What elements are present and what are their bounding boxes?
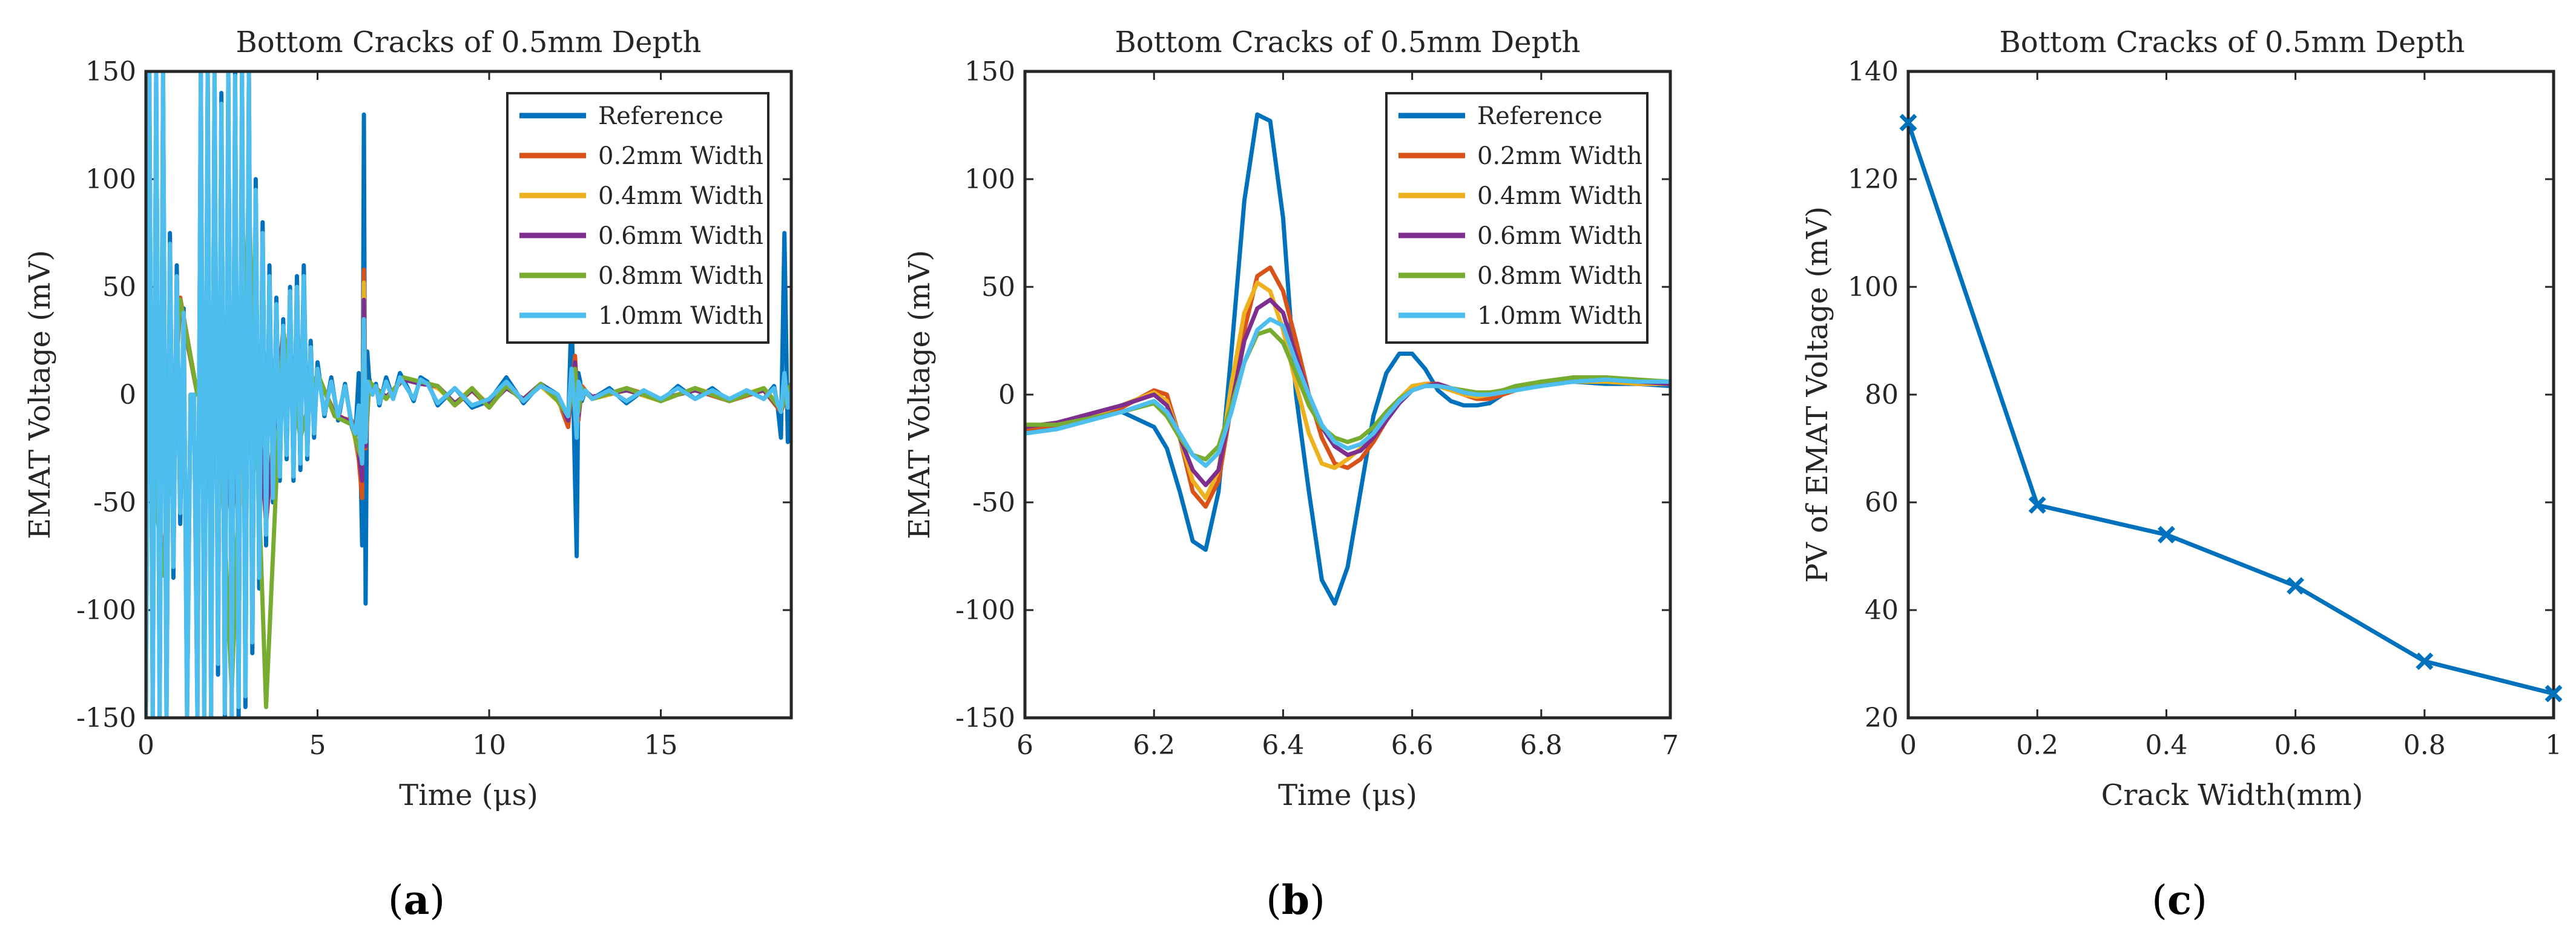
y-tick-label: 80 [1865,379,1899,410]
x-tick-label: 0.6 [2275,730,2317,761]
legend-label: 0.2mm Width [1477,142,1642,170]
y-tick-label: 100 [85,164,136,195]
legend-label: 1.0mm Width [598,302,763,330]
x-tick-label: 6.6 [1391,730,1434,761]
legend-label: 0.8mm Width [1477,262,1642,290]
tick-group: 0 5 10 15 -150 -100 -50 0 50 100 150 [76,56,791,761]
y-tick-label: 150 [964,56,1015,87]
data-point-marker [2028,496,2046,514]
chart-panel-a: Bottom Cracks of 0.5mm Depth Time (μs) E… [23,25,793,924]
y-tick-label: 50 [981,272,1015,303]
y-tick-label: 40 [1865,595,1899,626]
legend-label: 0.6mm Width [598,222,763,250]
legend-label: 0.2mm Width [598,142,763,170]
panel-label: (b) [1266,876,1325,924]
y-tick-label: 100 [1848,272,1899,303]
series-line [1908,120,2554,696]
x-tick-label: 0 [137,730,154,761]
chart-title: Bottom Cracks of 0.5mm Depth [2000,25,2465,59]
legend-label: Reference [598,102,723,130]
y-tick-label: 0 [998,379,1015,410]
x-tick-label: 6.2 [1133,730,1175,761]
y-tick-label: 60 [1865,487,1899,518]
legend-label: 1.0mm Width [1477,302,1642,330]
data-point-marker [2416,652,2434,671]
x-tick-label: 0.4 [2145,730,2187,761]
legend: Reference 0.2mm Width 0.4mm Width 0.6mm Wid… [1385,92,1649,344]
axes-box [1906,70,2555,720]
y-tick-label: 20 [1865,703,1899,734]
x-axis-label: Time (μs) [399,778,538,812]
data-point-marker [2287,577,2305,595]
legend-box [1385,92,1649,344]
y-tick-label: -100 [76,595,136,626]
chart-panel-b: Bottom Cracks of 0.5mm Depth Time (μs) E… [903,25,1679,924]
legend: Reference 0.2mm Width 0.4mm Width 0.6mm Wid… [506,92,769,344]
y-axis-label: EMAT Voltage (mV) [23,250,57,539]
x-tick-label: 0.2 [2016,730,2058,761]
x-tick-label: 7 [1662,730,1679,761]
panel-label: (c) [2152,876,2207,924]
y-tick-label: -50 [972,487,1015,518]
series-line [1025,317,1670,468]
x-tick-label: 6 [1016,730,1033,761]
series-line [146,71,791,718]
axes-box [1023,70,1672,720]
data-point-marker [2157,525,2175,544]
legend-label: 0.6mm Width [1477,222,1642,250]
plot-area [1908,120,2554,696]
legend-label: 0.8mm Width [598,262,763,290]
chart-title: Bottom Cracks of 0.5mm Depth [236,25,702,59]
x-axis-label: Time (μs) [1278,778,1417,812]
legend-box [506,92,769,344]
y-tick-label: 100 [964,164,1015,195]
y-tick-label: -150 [955,703,1015,734]
x-tick-label: 0.8 [2403,730,2446,761]
y-tick-label: 140 [1848,56,1899,87]
plot-area [146,71,791,718]
panel-label: (a) [388,876,445,924]
chart-title: Bottom Cracks of 0.5mm Depth [1115,25,1581,59]
chart-panel-c: Bottom Cracks of 0.5mm Depth Crack Width… [1800,25,2563,924]
legend-label: Reference [1477,102,1603,130]
y-tick-label: 50 [102,272,136,303]
x-tick-label: 6.8 [1520,730,1563,761]
x-axis-label: Crack Width(mm) [2101,778,2364,812]
x-tick-label: 15 [644,730,678,761]
data-point-marker [2545,685,2563,703]
x-tick-label: 0 [1900,730,1917,761]
y-axis-label: EMAT Voltage (mV) [903,250,937,539]
y-tick-label: 150 [85,56,136,87]
x-tick-label: 1 [2545,730,2562,761]
plot-area [1025,112,1670,606]
x-tick-label: 5 [309,730,326,761]
y-tick-label: -150 [76,703,136,734]
y-tick-label: -100 [955,595,1015,626]
y-tick-label: -50 [93,487,136,518]
axes-box [144,70,793,720]
x-tick-label: 6.4 [1262,730,1304,761]
y-axis-label: PV of EMAT Voltage (mV) [1800,206,1834,583]
x-tick-label: 10 [472,730,506,761]
legend-label: 0.4mm Width [598,182,763,210]
legend-label: 0.4mm Width [1477,182,1642,210]
y-tick-label: 0 [119,379,136,410]
y-tick-label: 120 [1848,164,1899,195]
data-point-marker [1899,114,1917,132]
